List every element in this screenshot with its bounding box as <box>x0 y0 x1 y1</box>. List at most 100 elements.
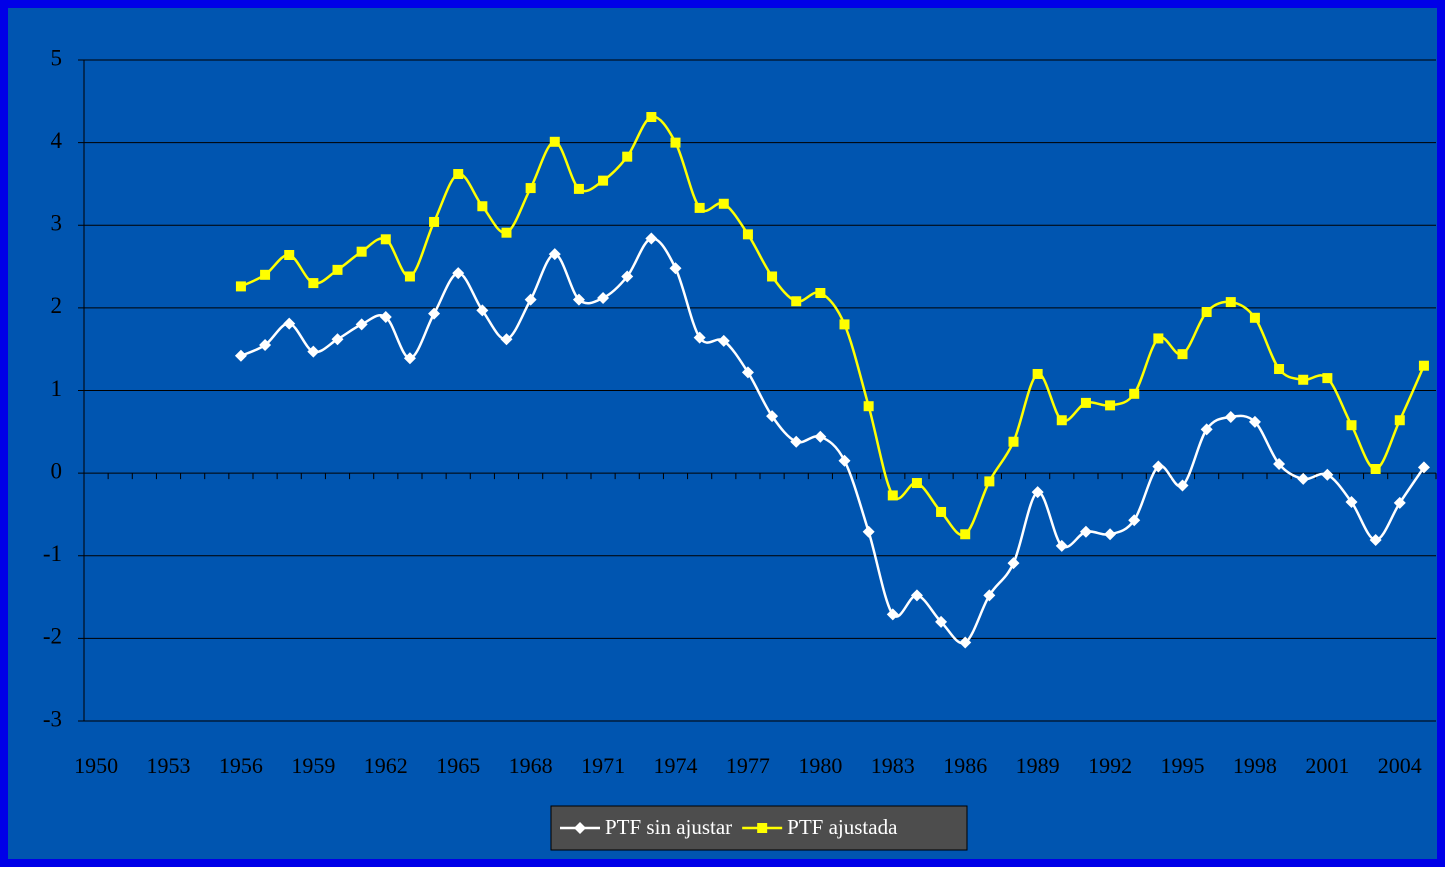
marker <box>331 333 344 346</box>
marker <box>1345 496 1358 509</box>
marker <box>766 410 779 423</box>
x-tick-label: 1998 <box>1233 753 1277 778</box>
marker <box>235 281 246 292</box>
marker <box>1176 479 1189 492</box>
marker <box>936 506 947 517</box>
marker <box>573 183 584 194</box>
marker <box>453 169 464 180</box>
marker <box>863 401 874 412</box>
marker <box>790 435 803 448</box>
marker <box>1031 486 1044 499</box>
marker <box>574 822 586 834</box>
marker <box>1080 397 1091 408</box>
marker <box>501 227 512 238</box>
marker <box>1248 415 1261 428</box>
marker <box>234 349 247 362</box>
x-tick-label: 1971 <box>581 753 625 778</box>
legend-label: PTF sin ajustar <box>605 815 732 839</box>
marker <box>1153 333 1164 344</box>
marker <box>428 307 441 320</box>
marker <box>815 288 826 299</box>
marker <box>910 589 923 602</box>
x-tick-label: 1959 <box>291 753 335 778</box>
marker <box>379 310 392 323</box>
marker <box>622 151 633 162</box>
marker <box>694 202 705 213</box>
marker <box>476 304 489 317</box>
marker <box>429 216 440 227</box>
y-tick-label: -1 <box>43 541 62 566</box>
marker <box>1201 307 1212 318</box>
marker <box>1369 534 1382 547</box>
marker <box>1297 472 1310 485</box>
x-tick-label: 1992 <box>1088 753 1132 778</box>
x-tick-label: 2004 <box>1378 753 1422 778</box>
marker <box>260 269 271 280</box>
marker <box>984 476 995 487</box>
marker <box>1322 373 1333 384</box>
marker <box>693 331 706 344</box>
marker <box>1224 410 1237 423</box>
x-tick-label: 1953 <box>147 753 191 778</box>
marker <box>1152 460 1165 473</box>
marker <box>1370 463 1381 474</box>
marker <box>1346 420 1357 431</box>
marker <box>598 175 609 186</box>
y-tick-label: 5 <box>51 45 63 70</box>
marker <box>838 454 851 467</box>
x-tick-label: 1989 <box>1016 753 1060 778</box>
marker <box>911 478 922 489</box>
marker <box>959 636 972 649</box>
marker <box>477 201 488 212</box>
marker <box>1056 415 1067 426</box>
marker <box>887 490 898 501</box>
x-tick-label: 1986 <box>943 753 987 778</box>
marker <box>718 198 729 209</box>
marker <box>741 366 754 379</box>
marker <box>549 136 560 147</box>
marker <box>1128 514 1141 527</box>
marker <box>1079 525 1092 538</box>
marker <box>1394 415 1405 426</box>
marker <box>935 615 948 628</box>
marker <box>452 267 465 280</box>
marker <box>1225 297 1236 308</box>
marker <box>403 352 416 365</box>
legend: PTF sin ajustar PTF ajustada <box>550 805 968 851</box>
marker <box>1007 557 1020 570</box>
marker <box>332 264 343 275</box>
x-tick-label: 1950 <box>74 753 118 778</box>
marker <box>259 339 272 352</box>
y-tick-label: 1 <box>51 376 63 401</box>
marker <box>380 234 391 245</box>
marker <box>960 529 971 540</box>
x-tick-label: 2001 <box>1305 753 1349 778</box>
marker <box>524 293 537 306</box>
marker <box>757 823 768 833</box>
x-tick-label: 1974 <box>654 753 698 778</box>
marker <box>1177 349 1188 360</box>
marker <box>1298 374 1309 385</box>
marker <box>670 137 681 148</box>
y-tick-label: 0 <box>51 458 63 483</box>
marker <box>1008 436 1019 447</box>
marker <box>597 291 610 304</box>
marker <box>767 271 778 282</box>
y-tick-label: 2 <box>51 293 63 318</box>
marker <box>283 317 296 330</box>
marker <box>525 183 536 194</box>
marker <box>886 608 899 621</box>
marker <box>1417 461 1430 474</box>
marker <box>983 589 996 602</box>
marker <box>1129 388 1140 399</box>
x-tick-label: 1956 <box>219 753 263 778</box>
marker <box>548 248 561 261</box>
marker <box>1418 360 1429 371</box>
marker <box>1274 364 1285 375</box>
marker <box>307 345 320 358</box>
x-tick-label: 1977 <box>726 753 770 778</box>
marker <box>669 262 682 275</box>
marker <box>572 293 585 306</box>
x-tick-label: 1968 <box>509 753 553 778</box>
